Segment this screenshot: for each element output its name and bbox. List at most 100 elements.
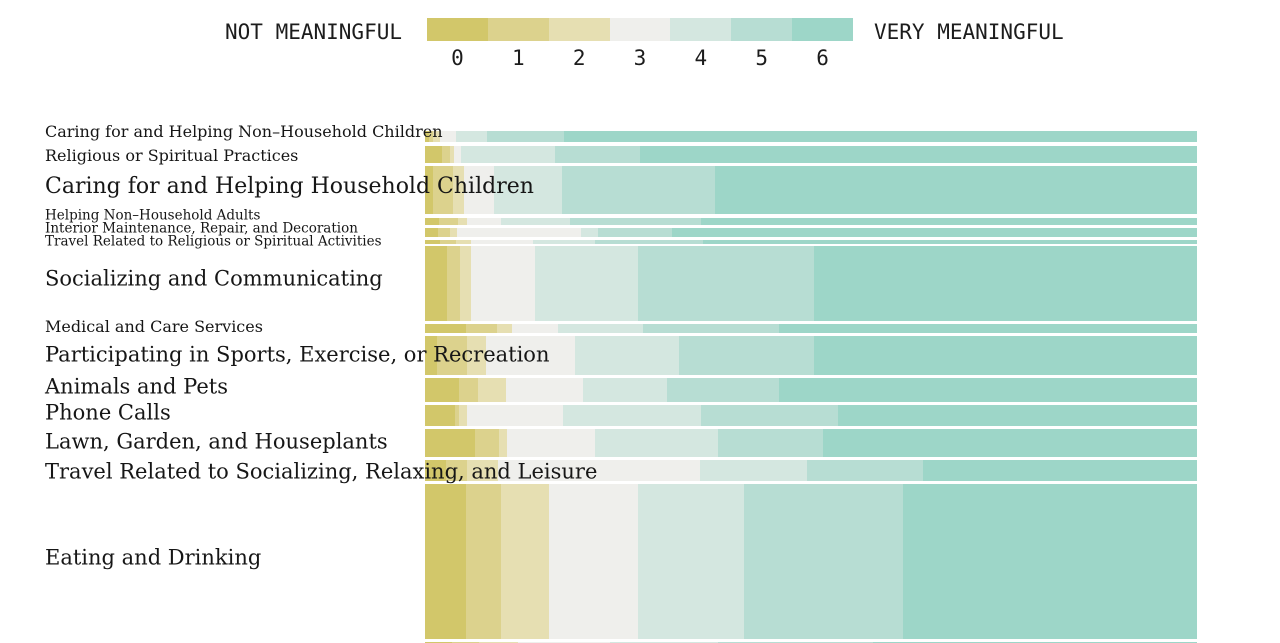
rating-segment-2 bbox=[496, 324, 513, 333]
rating-segment-4 bbox=[574, 336, 679, 375]
rating-segment-3 bbox=[466, 405, 564, 426]
rating-segment-3 bbox=[454, 146, 462, 163]
rating-segment-0 bbox=[425, 324, 466, 333]
activity-row bbox=[425, 405, 1197, 426]
activity-label: Caring for and Helping Non–Household Chi… bbox=[45, 122, 443, 141]
rating-segment-3 bbox=[471, 240, 534, 244]
activity-label: Caring for and Helping Household Childre… bbox=[45, 174, 534, 199]
activity-row bbox=[425, 484, 1197, 639]
rating-segment-0 bbox=[425, 405, 456, 426]
rating-segment-0 bbox=[425, 228, 439, 237]
activity-label: Socializing and Communicating bbox=[45, 266, 383, 291]
rating-segment-2 bbox=[449, 146, 455, 163]
rating-segment-1 bbox=[446, 246, 460, 321]
rating-segment-4 bbox=[500, 218, 571, 225]
rating-segment-1 bbox=[465, 484, 501, 639]
activity-label: Eating and Drinking bbox=[45, 545, 262, 570]
rating-segment-5 bbox=[562, 166, 716, 214]
rating-segment-6 bbox=[823, 429, 1197, 457]
activity-label: Travel Related to Socializing, Relaxing,… bbox=[45, 459, 598, 484]
rating-segment-4 bbox=[580, 228, 598, 237]
rating-segment-0 bbox=[425, 240, 441, 244]
activity-label: Helping Non–Household Adults bbox=[45, 207, 261, 224]
legend-scale-ticks: 0 1 2 3 4 5 6 bbox=[427, 47, 853, 69]
rating-segment-4 bbox=[638, 484, 744, 639]
rating-segment-2 bbox=[432, 131, 441, 142]
rating-segment-1 bbox=[458, 378, 479, 402]
rating-segment-5 bbox=[597, 228, 672, 237]
activity-label: Interior Maintenance, Repair, and Decora… bbox=[45, 220, 358, 237]
rating-segment-5 bbox=[717, 429, 824, 457]
legend-color-scale bbox=[427, 18, 854, 41]
legend-tick-5: 5 bbox=[755, 46, 769, 70]
rating-segment-1 bbox=[432, 166, 453, 214]
rating-segment-4 bbox=[594, 429, 718, 457]
rating-segment-2 bbox=[455, 240, 472, 244]
activity-row bbox=[425, 246, 1197, 321]
rating-segment-6 bbox=[779, 378, 1197, 402]
legend-swatch-0 bbox=[427, 18, 488, 41]
rating-segment-5 bbox=[594, 240, 703, 244]
rating-segment-5 bbox=[570, 218, 702, 225]
activity-row bbox=[425, 324, 1197, 333]
rating-segment-3 bbox=[470, 246, 536, 321]
rating-segment-1 bbox=[465, 324, 497, 333]
rating-segment-2 bbox=[500, 484, 550, 639]
rating-segment-1 bbox=[455, 405, 459, 426]
rating-segment-6 bbox=[701, 218, 1197, 225]
rating-segment-5 bbox=[807, 460, 923, 481]
activity-row bbox=[425, 460, 1197, 481]
rating-segment-1 bbox=[438, 228, 451, 237]
legend-left-label: NOT MEANINGFUL bbox=[225, 20, 403, 44]
rating-segment-6 bbox=[671, 228, 1197, 237]
legend-tick-6: 6 bbox=[816, 46, 829, 70]
legend-swatch-2 bbox=[548, 18, 610, 41]
rating-segment-0 bbox=[425, 218, 439, 225]
activity-label: Religious or Spiritual Practices bbox=[45, 146, 299, 165]
legend-swatch-6 bbox=[792, 18, 854, 41]
legend-swatch-3 bbox=[609, 18, 671, 41]
rating-segment-4 bbox=[699, 460, 808, 481]
rating-segment-3 bbox=[506, 378, 584, 402]
rating-segment-2 bbox=[478, 378, 507, 402]
rating-segment-0 bbox=[425, 146, 442, 163]
activity-label: Participating in Sports, Exercise, or Re… bbox=[45, 342, 550, 367]
rating-segment-0 bbox=[425, 166, 433, 214]
activity-label: Animals and Pets bbox=[45, 374, 229, 399]
legend-swatch-4 bbox=[670, 18, 732, 41]
rating-segment-5 bbox=[486, 131, 564, 142]
rating-segment-6 bbox=[563, 131, 1197, 142]
rating-segment-2 bbox=[467, 460, 499, 481]
rating-segment-4 bbox=[494, 166, 563, 214]
activity-row bbox=[425, 131, 1197, 142]
legend-tick-2: 2 bbox=[572, 46, 586, 70]
rating-segment-5 bbox=[667, 378, 780, 402]
rating-segment-0 bbox=[425, 131, 429, 142]
rating-segment-0 bbox=[425, 460, 446, 481]
legend-tick-0: 0 bbox=[451, 46, 464, 70]
rating-segment-2 bbox=[458, 218, 468, 225]
activity-label: Travel Related to Religious or Spiritual… bbox=[45, 233, 382, 250]
activity-row bbox=[425, 218, 1197, 225]
rating-segment-2 bbox=[459, 246, 471, 321]
rating-segment-4 bbox=[583, 378, 668, 402]
rating-segment-2 bbox=[450, 228, 458, 237]
activity-row bbox=[425, 429, 1197, 457]
rating-segment-5 bbox=[643, 324, 780, 333]
rating-segment-4 bbox=[563, 405, 702, 426]
rating-segment-4 bbox=[461, 146, 555, 163]
rating-segment-4 bbox=[557, 324, 644, 333]
rating-segment-3 bbox=[457, 228, 581, 237]
rating-segment-4 bbox=[455, 131, 487, 142]
rating-segment-2 bbox=[499, 429, 507, 457]
rating-segment-2 bbox=[458, 405, 467, 426]
legend-tick-3: 3 bbox=[633, 46, 647, 70]
rating-segment-4 bbox=[533, 240, 595, 244]
legend-swatch-1 bbox=[487, 18, 549, 41]
rating-segment-5 bbox=[743, 484, 903, 639]
rating-segment-6 bbox=[814, 336, 1197, 375]
rating-segment-3 bbox=[549, 484, 639, 639]
rating-segment-2 bbox=[466, 336, 486, 375]
legend-tick-1: 1 bbox=[511, 46, 525, 70]
